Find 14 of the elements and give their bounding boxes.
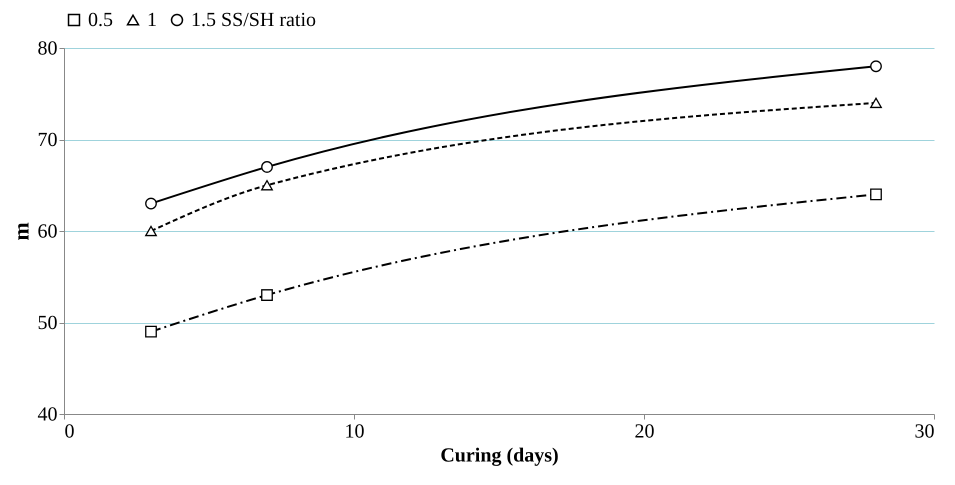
x-axis-title: Curing (days) [440, 444, 559, 466]
y-axis-title: m [8, 222, 34, 241]
y-tick-label: 60 [38, 220, 58, 242]
legend-label: 0.5 [88, 9, 113, 31]
x-tick-label: 20 [634, 420, 654, 442]
x-tick-label: 30 [914, 420, 934, 442]
legend-label: 1.5 SS/SH ratio [191, 9, 316, 31]
y-tick-label: 50 [38, 312, 58, 334]
x-tick-label: 0 [64, 420, 74, 442]
y-tick-label: 70 [38, 129, 58, 151]
legend-label: 1 [147, 9, 157, 31]
y-tick-label: 80 [38, 38, 58, 60]
y-tick-label: 40 [38, 404, 58, 426]
x-tick-label: 10 [344, 420, 364, 442]
